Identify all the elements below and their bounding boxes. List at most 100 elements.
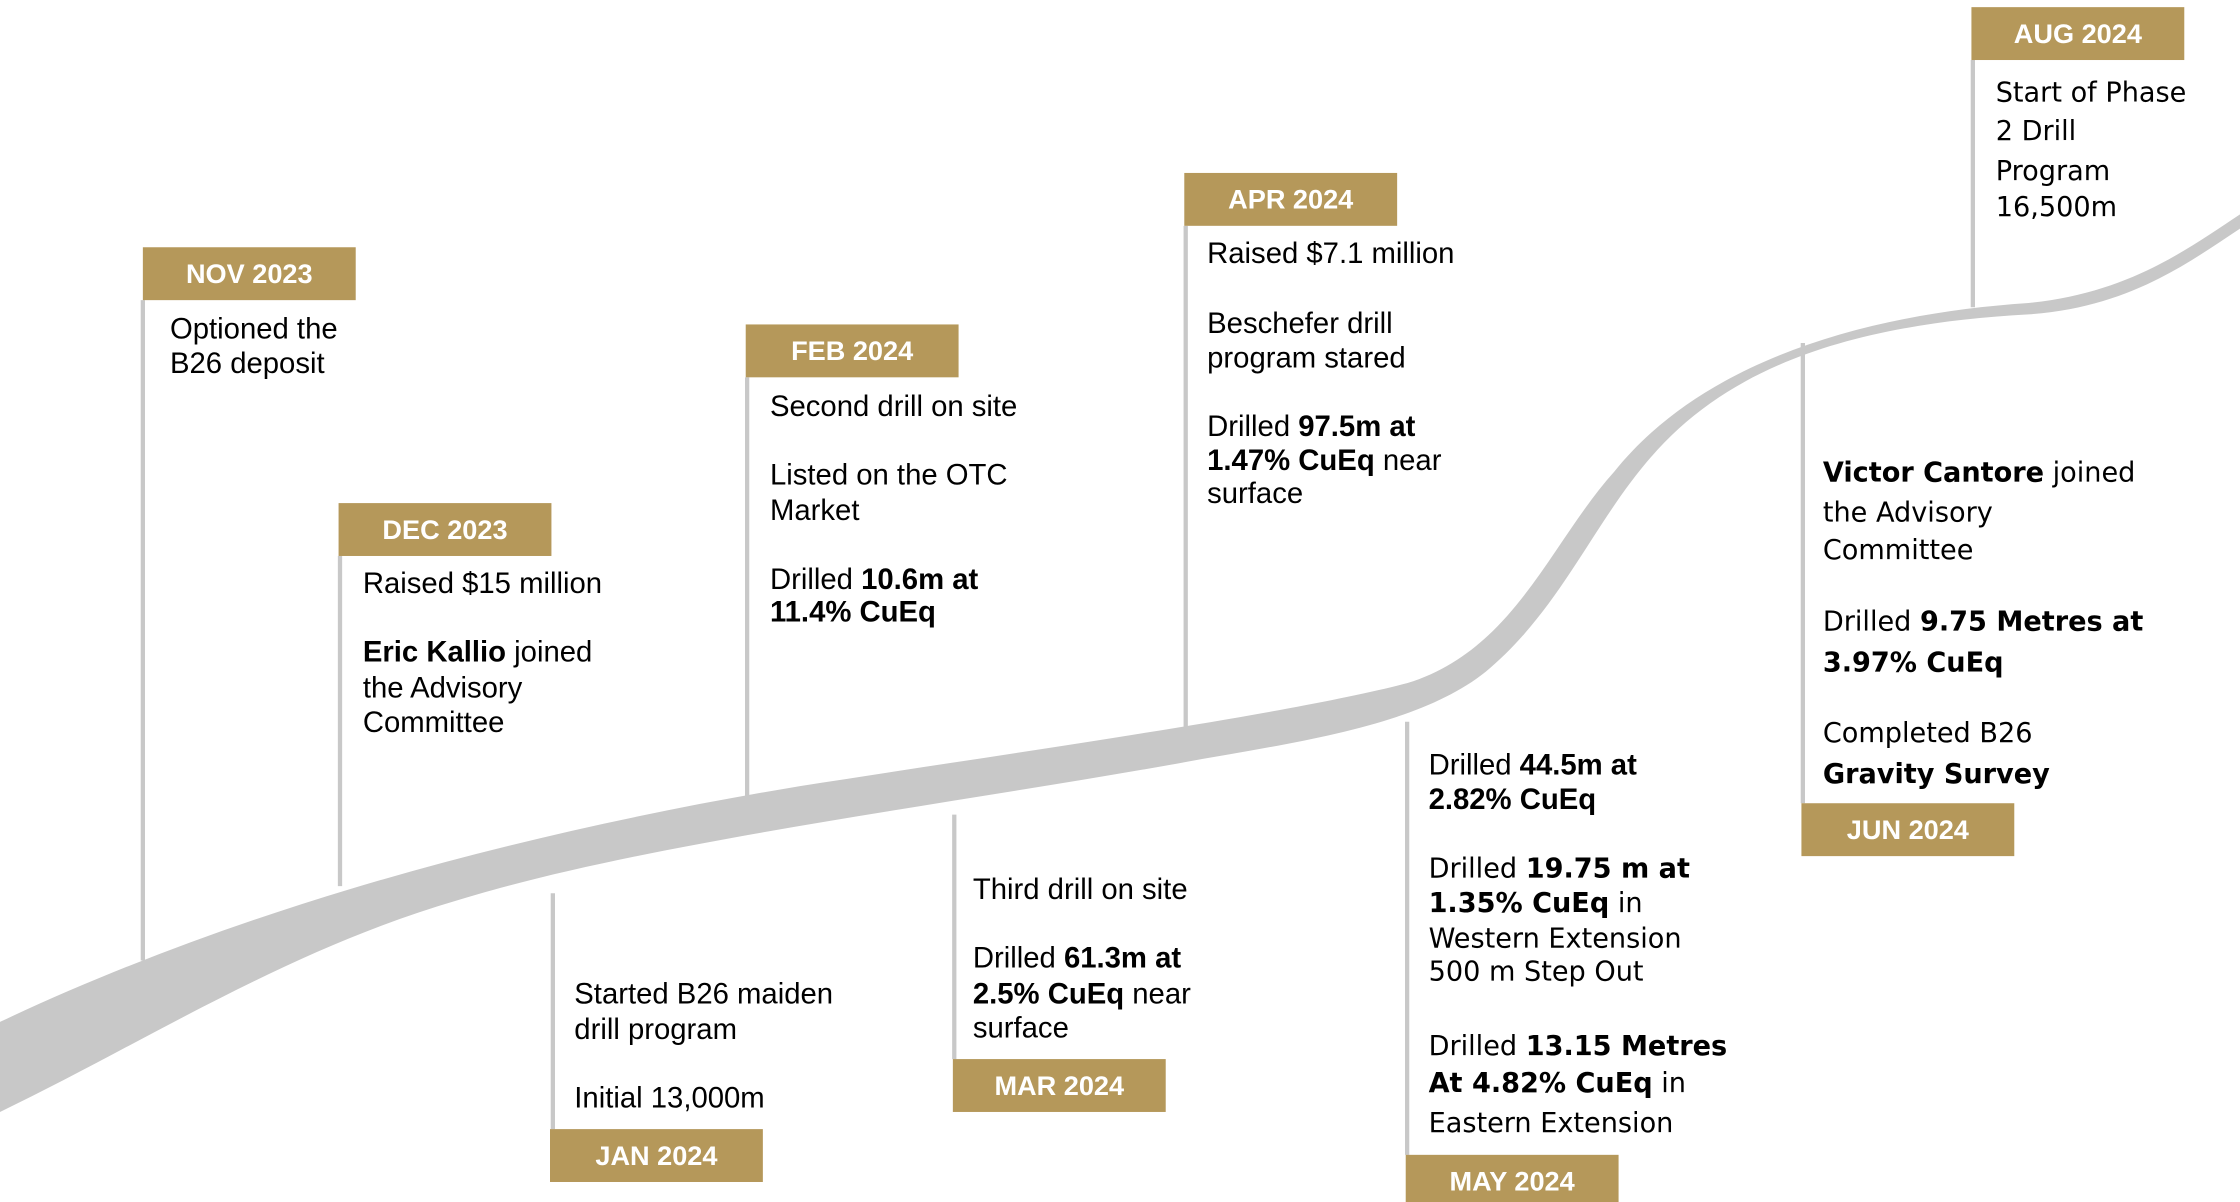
- text-run: Drilled: [1429, 749, 1520, 782]
- event-text: Committee: [363, 706, 505, 739]
- text-run: Start of Phase: [1996, 77, 2187, 108]
- text-run: Started B26 maiden: [574, 977, 833, 1010]
- text-run: B26 deposit: [170, 347, 325, 380]
- text-run: Third drill on site: [973, 873, 1188, 906]
- event-text: surface: [973, 1012, 1069, 1045]
- date-badge: [745, 324, 959, 378]
- text-run: the Advisory: [363, 671, 523, 704]
- event: JUN 2024 Victor Cantore joined the Advisor…: [1800, 343, 2144, 857]
- text-run: near: [1375, 444, 1442, 477]
- text-run: Victor Cantore: [1823, 458, 2044, 489]
- date-badge: [1184, 172, 1398, 226]
- text-run: joined: [2044, 458, 2135, 489]
- text-run: 16,500m: [1996, 192, 2117, 223]
- event-text: 1.47% CuEq near: [1207, 444, 1442, 477]
- event-text: Program: [1996, 156, 2110, 187]
- date-badge: [142, 247, 356, 301]
- text-run: joined: [506, 636, 592, 669]
- date-badge: [1801, 803, 2015, 857]
- text-run: Completed B26: [1823, 718, 2033, 749]
- event-text: Victor Cantore joined: [1823, 458, 2136, 489]
- text-run: Drilled: [770, 563, 861, 596]
- date-label: FEB 2024: [791, 335, 913, 366]
- event-text: Drilled 97.5m at: [1207, 410, 1416, 443]
- date-badge: [338, 503, 552, 556]
- text-run: surface: [1207, 477, 1303, 510]
- text-run: Listed on the OTC: [770, 459, 1008, 492]
- event: DEC 2023 Raised $15 million Eric Kallio jo…: [337, 503, 602, 887]
- event-text: At 4.82% CuEq in: [1429, 1068, 1686, 1099]
- event-text: Eastern Extension: [1429, 1108, 1674, 1139]
- text-run: in: [1653, 1068, 1686, 1099]
- date-label: DEC 2023: [382, 514, 507, 545]
- event-text: Gravity Survey: [1823, 759, 2050, 790]
- event-text: Drilled 9.75 Metres at: [1823, 606, 2144, 637]
- event-text: Initial 13,000m: [574, 1082, 764, 1115]
- text-run: Drilled: [1429, 854, 1526, 885]
- event-text: Started B26 maiden: [574, 977, 833, 1010]
- event-text: Optioned the: [170, 313, 338, 346]
- text-run: 2.82% CuEq: [1429, 783, 1597, 816]
- event-text: Second drill on site: [770, 390, 1017, 423]
- text-run: 500 m Step Out: [1429, 956, 1644, 987]
- event-text: Completed B26: [1823, 718, 2033, 749]
- text-run: Initial 13,000m: [574, 1082, 764, 1115]
- text-run: Second drill on site: [770, 390, 1017, 423]
- event-text: Drilled 44.5m at: [1429, 749, 1638, 782]
- event-text: Listed on the OTC: [770, 459, 1008, 492]
- date-badge: [1405, 1154, 1619, 1202]
- event-text: Drilled 13.15 Metres: [1429, 1031, 1728, 1062]
- event-text: Drilled 19.75 m at: [1429, 854, 1690, 885]
- event-text: 2 Drill: [1996, 116, 2077, 147]
- event-text: Third drill on site: [973, 873, 1188, 906]
- text-run: 19.75 m at: [1526, 854, 1690, 885]
- event-text: Drilled 61.3m at: [973, 942, 1182, 975]
- text-run: in: [1609, 888, 1642, 919]
- date-label: AUG 2024: [2014, 18, 2142, 49]
- event-text: Western Extension: [1429, 924, 1682, 955]
- event-text: the Advisory: [1823, 498, 1993, 529]
- text-run: At 4.82% CuEq: [1429, 1068, 1653, 1099]
- event: APR 2024 Raised $7.1 million Beschefer dri…: [1183, 172, 1454, 729]
- text-run: 10.6m at: [861, 563, 978, 596]
- text-run: 44.5m at: [1520, 749, 1637, 782]
- text-run: Drilled: [1207, 410, 1298, 443]
- date-label: APR 2024: [1228, 184, 1353, 215]
- event-text: 2.82% CuEq: [1429, 783, 1597, 816]
- text-run: Committee: [363, 706, 505, 739]
- event-text: 1.35% CuEq in: [1429, 888, 1643, 919]
- event-text: Drilled 10.6m at: [770, 563, 979, 596]
- event-text: program stared: [1207, 341, 1406, 374]
- event: MAR 2024 Third drill on site Drilled 61.3m…: [952, 814, 1191, 1112]
- date-label: JUN 2024: [1847, 814, 1969, 845]
- date-badge: [550, 1129, 763, 1182]
- text-run: 97.5m at: [1298, 410, 1415, 443]
- text-run: 13.15 Metres: [1526, 1031, 1727, 1062]
- event-text: Committee: [1823, 535, 1974, 566]
- text-run: Gravity Survey: [1823, 759, 2050, 790]
- event-text: 16,500m: [1996, 192, 2117, 223]
- text-run: Raised $15 million: [363, 567, 602, 600]
- date-label: NOV 2023: [186, 258, 313, 289]
- text-run: 1.47% CuEq: [1207, 444, 1375, 477]
- event-text: Start of Phase: [1996, 77, 2187, 108]
- event-text: 3.97% CuEq: [1823, 648, 2004, 679]
- date-label: MAR 2024: [994, 1070, 1124, 1101]
- text-run: Program: [1996, 156, 2110, 187]
- ribbon: [0, 214, 2240, 1112]
- event-text: the Advisory: [363, 671, 523, 704]
- event-text: drill program: [574, 1013, 737, 1046]
- text-run: drill program: [574, 1013, 737, 1046]
- text-run: 3.97% CuEq: [1823, 648, 2004, 679]
- event-text: surface: [1207, 477, 1303, 510]
- text-run: Drilled: [1823, 606, 1920, 637]
- event-text: Eric Kallio joined: [363, 636, 592, 669]
- text-run: Optioned the: [170, 313, 338, 346]
- text-run: Committee: [1823, 535, 1974, 566]
- event-text: 11.4% CuEq: [770, 596, 936, 629]
- event-text: 500 m Step Out: [1429, 956, 1644, 987]
- text-run: Eastern Extension: [1429, 1108, 1674, 1139]
